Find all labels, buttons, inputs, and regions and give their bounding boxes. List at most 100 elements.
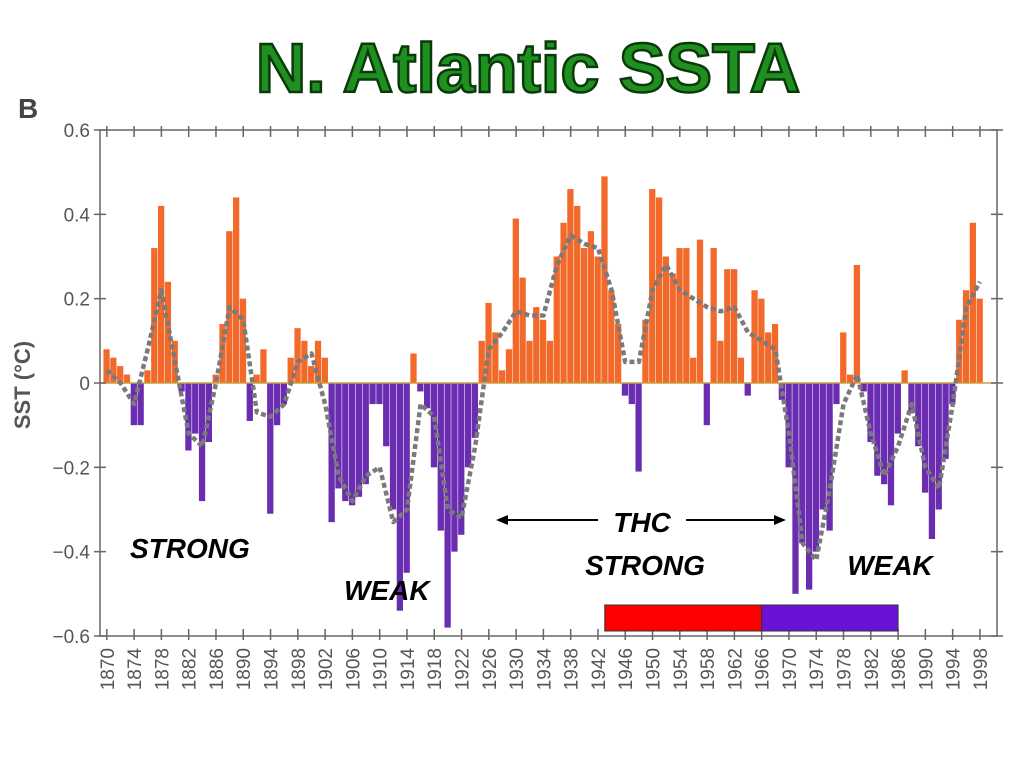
bar (321, 357, 328, 383)
bar (499, 370, 506, 383)
bar (594, 256, 601, 383)
bar (812, 383, 820, 552)
bar (560, 222, 567, 383)
x-tick-label: 1918 (425, 648, 446, 690)
bar (615, 323, 622, 383)
bar (962, 290, 970, 383)
bar (369, 383, 376, 405)
bar (799, 383, 806, 544)
x-tick-label: 1942 (589, 648, 610, 690)
bar (662, 256, 670, 383)
bar (539, 319, 547, 383)
bar (424, 383, 431, 409)
panel-label: B (18, 93, 38, 124)
bar (335, 383, 342, 489)
annotation: THC (613, 507, 671, 538)
x-tick-label: 1890 (234, 648, 255, 690)
bar (894, 383, 901, 434)
bar (144, 370, 151, 383)
bar (901, 370, 908, 383)
bar (655, 197, 663, 383)
annotation: STRONG (130, 533, 250, 564)
bar (806, 383, 813, 590)
x-tick-label: 1870 (98, 648, 119, 690)
smoothed-line (105, 233, 982, 563)
x-tick-label: 1990 (916, 648, 937, 690)
x-tick-label: 1898 (289, 648, 310, 690)
bar (710, 248, 717, 383)
period-bar (604, 604, 763, 632)
bar (833, 383, 840, 405)
bar (758, 298, 765, 383)
bar (737, 357, 745, 383)
bar (267, 383, 274, 514)
x-tick-label: 1894 (262, 648, 283, 691)
bar (874, 383, 881, 476)
y-tick-label: 0.6 (64, 121, 90, 142)
x-tick-label: 1998 (971, 648, 992, 690)
bar (574, 205, 581, 383)
x-tick-label: 1982 (862, 648, 883, 690)
x-tick-label: 1974 (807, 648, 828, 691)
bar (942, 383, 949, 459)
x-tick-label: 1958 (698, 648, 719, 690)
x-tick-label: 1930 (507, 648, 528, 690)
bar (396, 383, 404, 611)
bar (840, 332, 847, 383)
bar (976, 298, 983, 383)
y-tick-label: −0.6 (52, 627, 90, 648)
bar (649, 189, 656, 383)
bar (676, 248, 683, 383)
bar (185, 383, 192, 451)
bar (280, 383, 288, 405)
annotation: WEAK (344, 575, 431, 606)
bar (239, 298, 247, 383)
y-axis-label: SST (°C) (10, 341, 35, 429)
bar (956, 319, 963, 383)
bar (308, 366, 315, 383)
bar (703, 383, 710, 426)
bar (383, 383, 390, 447)
y-tick-label: 0 (79, 374, 90, 395)
x-tick-label: 1906 (343, 648, 364, 690)
bar (621, 383, 629, 396)
bar (123, 374, 131, 383)
bar (246, 383, 253, 421)
x-tick-label: 1882 (180, 648, 201, 690)
bar (690, 357, 697, 383)
bar (949, 383, 956, 405)
chart-title: N. Atlantic SSTA (256, 29, 800, 107)
bar (696, 239, 704, 383)
plot (100, 176, 997, 628)
bar (908, 383, 915, 413)
bar (348, 383, 356, 506)
bar (751, 290, 758, 383)
bar (512, 218, 519, 383)
bar (253, 374, 260, 383)
x-tick-label: 1926 (480, 648, 501, 690)
bar (969, 222, 976, 383)
bar (389, 383, 397, 510)
y-tick-label: 0.2 (64, 290, 90, 311)
x-tick-label: 1910 (371, 648, 392, 690)
bar (471, 383, 479, 438)
bar (451, 383, 458, 552)
bar (587, 231, 594, 383)
bar (403, 383, 410, 573)
bar (881, 383, 888, 485)
bar (205, 383, 213, 443)
bar (826, 383, 833, 531)
bar (464, 383, 472, 468)
bar (846, 374, 854, 383)
bar (110, 357, 117, 383)
bar (362, 383, 369, 485)
x-tick-label: 1994 (944, 648, 965, 691)
x-tick-label: 1954 (671, 648, 692, 691)
annotation: WEAK (847, 550, 934, 581)
bar (301, 340, 308, 383)
x-tick-label: 1986 (889, 648, 910, 690)
bar (417, 383, 424, 392)
bar (887, 383, 895, 506)
bar (935, 383, 942, 510)
x-tick-label: 1946 (616, 648, 637, 690)
